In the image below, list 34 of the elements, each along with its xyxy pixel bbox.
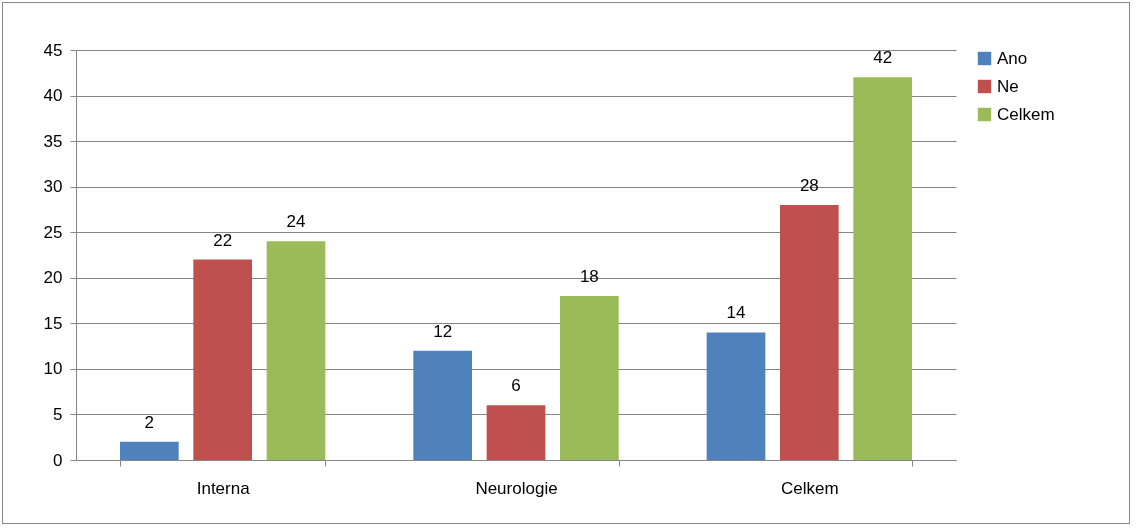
bar	[413, 350, 472, 460]
data-label: 28	[799, 175, 819, 195]
bar	[266, 241, 326, 460]
bar	[193, 259, 252, 460]
bar	[486, 405, 546, 460]
bar	[780, 204, 839, 460]
y-tick-label: 30	[43, 177, 63, 197]
data-label: 2	[144, 412, 155, 432]
data-label: 12	[433, 321, 453, 341]
x-tick-label: Interna	[196, 478, 251, 498]
legend-label: Celkem	[997, 104, 1055, 124]
bar	[706, 332, 766, 460]
y-tick-label: 15	[43, 313, 63, 333]
y-tick-label: 40	[43, 86, 63, 106]
y-tick-label: 35	[43, 131, 63, 151]
legend-label: Ano	[997, 48, 1028, 68]
bar	[853, 77, 912, 460]
data-label: 42	[873, 48, 893, 68]
data-label: 18	[579, 267, 599, 286]
x-tick-label: Celkem	[781, 478, 839, 498]
bar	[560, 296, 619, 460]
y-tick-label: 45	[43, 40, 63, 60]
y-tick-label: 5	[53, 404, 63, 424]
y-tick-label: 25	[43, 222, 63, 242]
data-label: 14	[726, 303, 746, 323]
x-tick-label: Neurologie	[475, 478, 558, 498]
data-label: 22	[213, 230, 233, 250]
y-tick-label: 20	[43, 268, 63, 288]
legend-label: Ne	[997, 76, 1019, 96]
y-tick-label: 0	[53, 450, 63, 470]
bar	[120, 441, 179, 460]
data-label: 24	[286, 212, 306, 232]
data-label: 6	[511, 376, 521, 396]
y-tick-label: 10	[43, 359, 63, 379]
